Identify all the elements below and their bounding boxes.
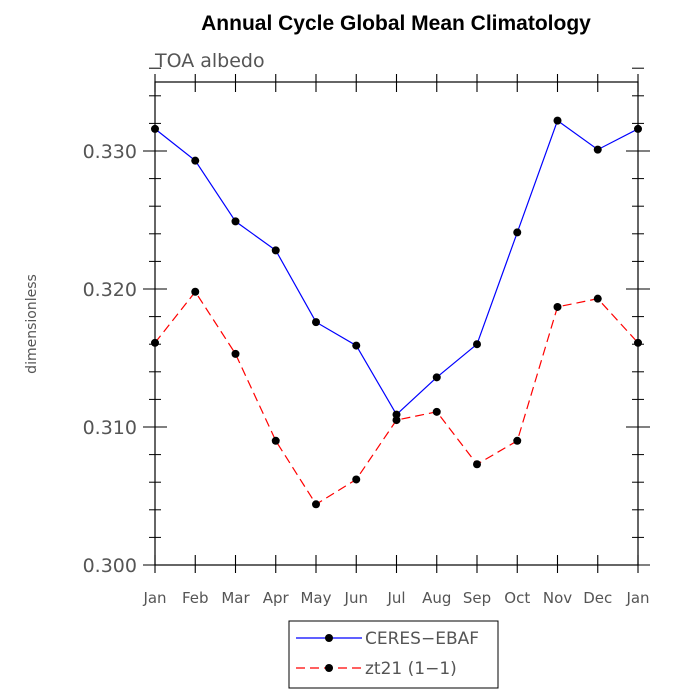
data-point	[593, 294, 602, 303]
chart-subtitle: TOA albedo	[154, 50, 265, 72]
data-point	[352, 475, 361, 484]
x-tick-label: Jan	[142, 589, 166, 607]
legend-label-ceres: CERES−EBAF	[365, 629, 479, 649]
data-point	[271, 436, 280, 445]
x-tick-label: Nov	[543, 589, 572, 607]
x-tick-label: Oct	[504, 589, 530, 607]
x-tick-label: Jul	[386, 589, 405, 607]
y-tick-label: 0.330	[83, 141, 137, 163]
x-tick-label: Dec	[583, 589, 612, 607]
plot-frame	[154, 81, 639, 566]
data-point	[151, 124, 159, 133]
data-point	[432, 373, 441, 382]
y-tick-label: 0.320	[83, 279, 137, 301]
legend-marker-ceres	[325, 634, 333, 642]
x-tick-label: Sep	[463, 589, 491, 607]
series-line-0	[154, 119, 639, 416]
x-tick-label: May	[300, 589, 331, 607]
series-line-1	[154, 290, 639, 506]
x-tick-label: Aug	[422, 589, 451, 607]
data-point	[513, 436, 522, 445]
data-point	[231, 217, 240, 226]
data-point	[392, 410, 401, 419]
x-tick-label: Apr	[263, 589, 290, 607]
data-point	[634, 338, 642, 347]
legend-marker-zt21	[325, 664, 333, 672]
legend: CERES−EBAF zt21 (1−1)	[288, 620, 499, 689]
data-point	[151, 338, 159, 347]
data-point	[634, 124, 642, 133]
data-point	[231, 349, 240, 358]
data-point	[191, 287, 200, 296]
x-tick-labels: Jan Feb Mar Apr May Jun Jul Aug Sep Oct Nov Dec Jan	[142, 589, 649, 607]
data-point	[352, 341, 361, 350]
legend-box	[288, 620, 499, 689]
x-ticks	[154, 74, 639, 573]
chart-title: Annual Cycle Global Mean Climatology	[201, 12, 591, 35]
data-point	[312, 318, 320, 327]
data-point	[553, 116, 562, 125]
data-point	[271, 246, 280, 255]
y-major-ticks	[143, 150, 650, 566]
data-point	[553, 302, 562, 311]
x-tick-label: Feb	[182, 589, 209, 607]
data-point	[312, 500, 320, 509]
legend-label-zt21: zt21 (1−1)	[365, 659, 457, 679]
x-tick-label: Jan	[625, 589, 649, 607]
y-tick-label: 0.310	[83, 417, 137, 439]
data-point	[392, 416, 401, 425]
data-point	[513, 228, 522, 237]
y-axis-label: dimensionless	[24, 274, 40, 374]
y-tick-labels: 0.300 0.310 0.320 0.330	[83, 141, 137, 577]
y-tick-label: 0.300	[83, 555, 137, 577]
data-point	[191, 156, 200, 165]
x-tick-label: Mar	[221, 589, 250, 607]
x-tick-label: Jun	[344, 589, 368, 607]
data-point	[473, 460, 481, 469]
data-point	[593, 145, 602, 154]
data-point	[473, 340, 481, 349]
series-group	[151, 116, 642, 509]
data-point	[432, 407, 441, 416]
y-minor-ticks	[149, 67, 644, 538]
